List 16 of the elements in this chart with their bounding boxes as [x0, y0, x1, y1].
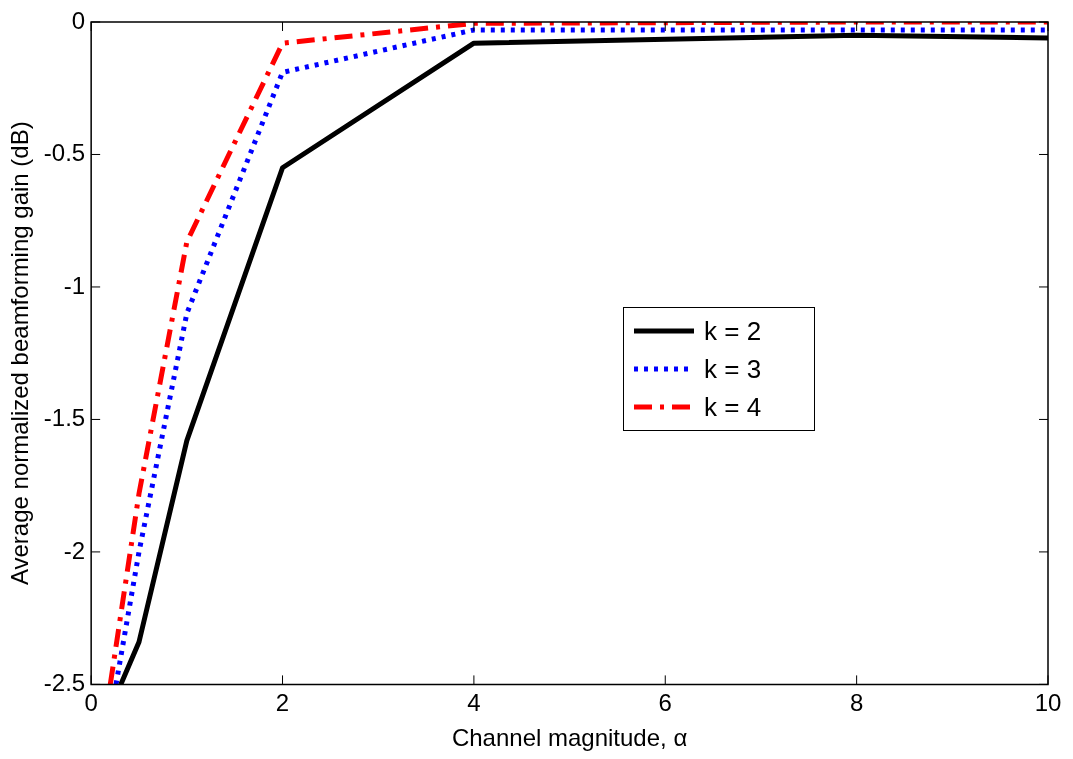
- x-tick-label: 4: [467, 689, 481, 717]
- y-axis-title: Average normalized beamforming gain (dB): [6, 121, 34, 586]
- x-tick-label: 8: [849, 689, 864, 717]
- y-tick-label: 0: [71, 6, 86, 34]
- x-axis-title: Channel magnitude, α: [451, 724, 688, 752]
- y-tick-label: -2.5: [43, 669, 86, 697]
- x-tick-label: 10: [1034, 689, 1062, 717]
- y-tick-label: -1: [63, 271, 86, 299]
- legend-label: k = 3: [704, 353, 762, 385]
- legend-label: k = 2: [704, 315, 762, 347]
- legend-label: k = 4: [704, 391, 762, 423]
- y-tick-label: -1.5: [43, 404, 86, 432]
- x-tick-label: 2: [275, 689, 290, 717]
- y-tick-label: -0.5: [43, 139, 86, 167]
- x-tick-label: 6: [658, 689, 672, 717]
- y-tick-label: -2: [63, 536, 86, 564]
